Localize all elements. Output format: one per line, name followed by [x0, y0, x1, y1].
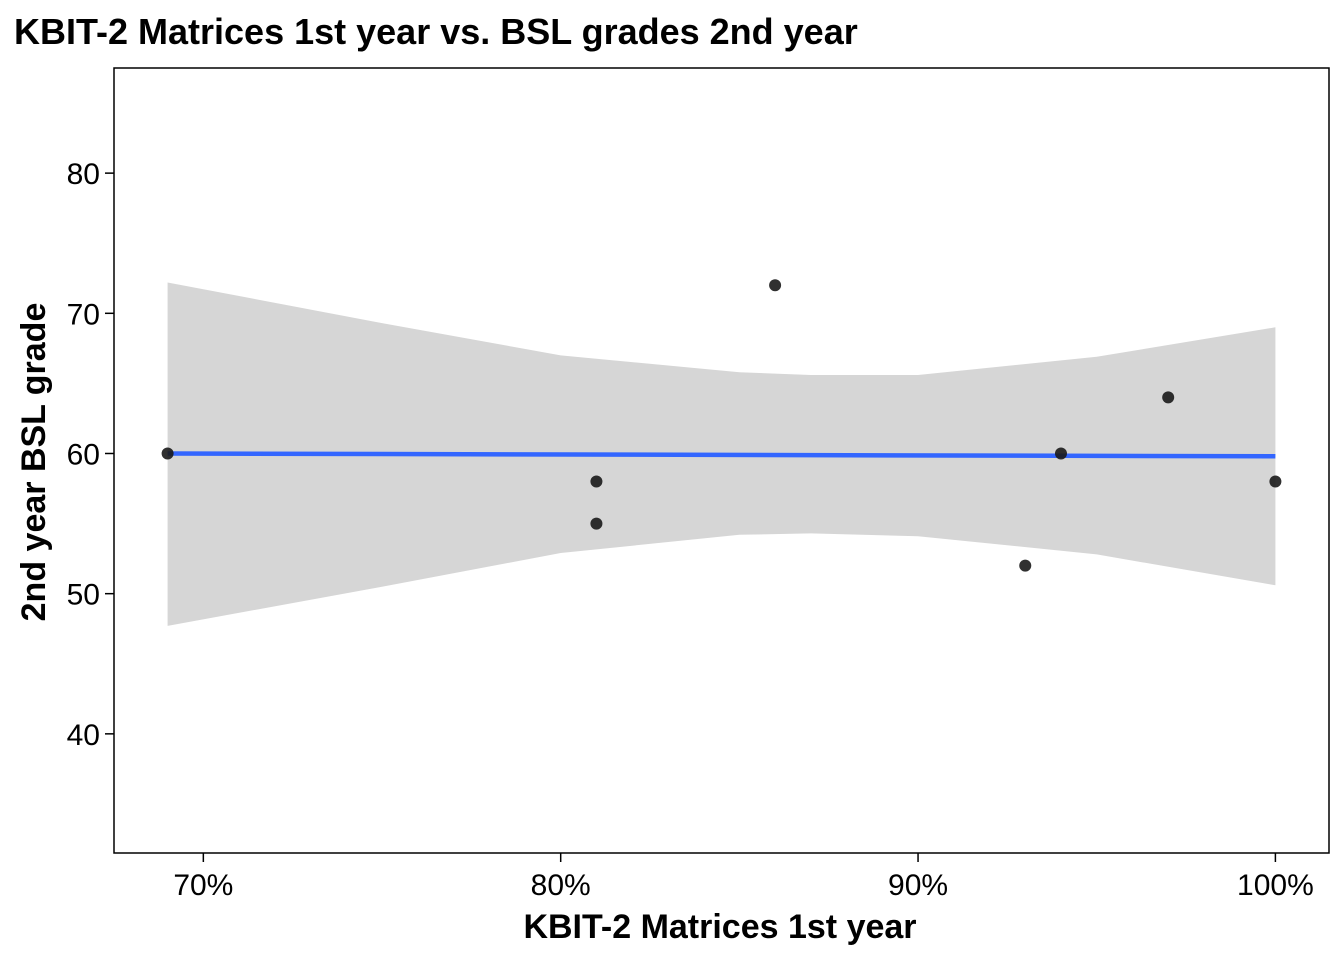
y-axis: 40 50 60 70 80: [67, 158, 114, 752]
y-tick-label-1: 40: [67, 719, 100, 752]
plot-panel-border: [113, 67, 1330, 854]
data-point-5: [1019, 559, 1032, 572]
y-tick-label-5: 80: [67, 158, 100, 191]
data-point-2: [590, 475, 603, 488]
data-point-1: [161, 447, 174, 460]
x-tick-label-3: 90%: [888, 869, 948, 902]
y-tick-label-2: 50: [67, 579, 100, 612]
x-tick-label-4: 100%: [1237, 869, 1314, 902]
y-tick-label-3: 60: [67, 438, 100, 471]
data-point-3: [590, 517, 603, 530]
data-point-8: [1269, 475, 1282, 488]
x-tick-label-2: 80%: [531, 869, 591, 902]
x-axis-title: KBIT-2 Matrices 1st year: [523, 908, 916, 946]
data-points: [161, 279, 1282, 572]
data-point-4: [769, 279, 782, 292]
y-axis-title: 2nd year BSL grade: [15, 303, 53, 622]
chart-title: KBIT-2 Matrices 1st year vs. BSL grades …: [14, 11, 858, 52]
x-tick-label-1: 70%: [173, 869, 233, 902]
data-point-7: [1162, 391, 1175, 404]
data-point-6: [1054, 447, 1067, 460]
x-axis: 70% 80% 90% 100%: [173, 853, 1314, 902]
y-tick-label-4: 70: [67, 298, 100, 331]
trend-line: [167, 451, 1276, 459]
